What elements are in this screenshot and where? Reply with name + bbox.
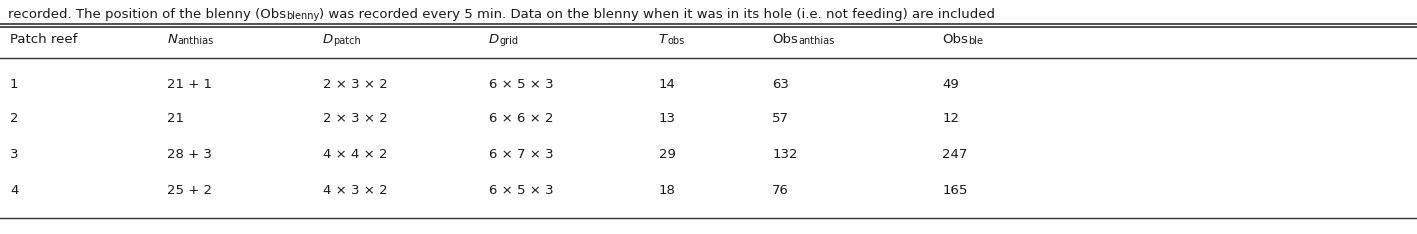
Text: blenny: blenny: [286, 11, 319, 21]
Text: 57: 57: [772, 112, 789, 125]
Text: 6 × 5 × 3: 6 × 5 × 3: [489, 184, 554, 197]
Text: 76: 76: [772, 184, 789, 197]
Text: 29: 29: [659, 148, 676, 161]
Text: D: D: [323, 33, 333, 46]
Text: 18: 18: [659, 184, 676, 197]
Text: 13: 13: [659, 112, 676, 125]
Text: 6 × 5 × 3: 6 × 5 × 3: [489, 78, 554, 91]
Text: T: T: [659, 33, 667, 46]
Text: N: N: [167, 33, 177, 46]
Text: 2 × 3 × 2: 2 × 3 × 2: [323, 78, 388, 91]
Text: 4 × 4 × 2: 4 × 4 × 2: [323, 148, 388, 161]
Text: Obs: Obs: [942, 33, 968, 46]
Text: 4 × 3 × 2: 4 × 3 × 2: [323, 184, 388, 197]
Text: anthias: anthias: [798, 36, 835, 46]
Text: 12: 12: [942, 112, 959, 125]
Text: 6 × 6 × 2: 6 × 6 × 2: [489, 112, 554, 125]
Text: 2: 2: [10, 112, 18, 125]
Text: ) was recorded every 5 min. Data on the blenny when it was in its hole (i.e. not: ) was recorded every 5 min. Data on the …: [319, 8, 995, 21]
Text: obs: obs: [667, 36, 684, 46]
Text: patch: patch: [333, 36, 361, 46]
Text: 247: 247: [942, 148, 968, 161]
Text: 165: 165: [942, 184, 968, 197]
Text: 132: 132: [772, 148, 798, 161]
Text: 14: 14: [659, 78, 676, 91]
Text: 25 + 2: 25 + 2: [167, 184, 213, 197]
Text: 2 × 3 × 2: 2 × 3 × 2: [323, 112, 388, 125]
Text: 1: 1: [10, 78, 18, 91]
Text: 63: 63: [772, 78, 789, 91]
Text: recorded. The position of the blenny (Obs: recorded. The position of the blenny (Ob…: [9, 8, 286, 21]
Text: 3: 3: [10, 148, 18, 161]
Text: D: D: [489, 33, 499, 46]
Text: 21: 21: [167, 112, 184, 125]
Text: anthias: anthias: [177, 36, 214, 46]
Text: 6 × 7 × 3: 6 × 7 × 3: [489, 148, 554, 161]
Text: 21 + 1: 21 + 1: [167, 78, 213, 91]
Text: 4: 4: [10, 184, 18, 197]
Text: grid: grid: [499, 36, 519, 46]
Text: Patch reef: Patch reef: [10, 33, 78, 46]
Text: Obs: Obs: [772, 33, 798, 46]
Text: ble: ble: [968, 36, 983, 46]
Text: 49: 49: [942, 78, 959, 91]
Text: 28 + 3: 28 + 3: [167, 148, 213, 161]
